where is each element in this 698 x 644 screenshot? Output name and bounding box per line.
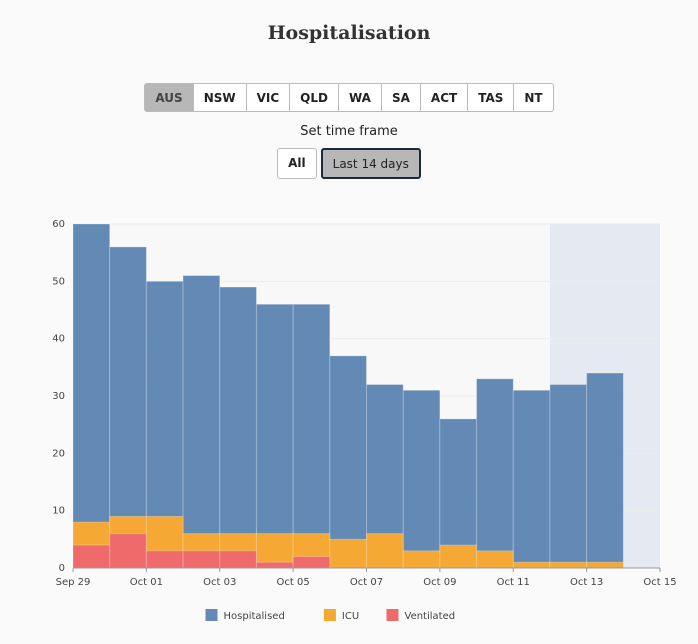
y-tick-label: 30 — [52, 391, 65, 402]
x-tick-label: Oct 03 — [203, 577, 236, 588]
region-button[interactable]: ACT — [420, 83, 469, 112]
y-tick-label: 0 — [59, 563, 65, 574]
legend-swatch — [386, 609, 399, 621]
y-tick-label: 10 — [52, 506, 65, 517]
region-button[interactable]: SA — [381, 83, 421, 112]
bar — [145, 550, 184, 569]
bar — [366, 533, 404, 569]
x-tick-label: Sep 29 — [56, 577, 91, 588]
timeframe-button[interactable]: Last 14 days — [320, 148, 421, 179]
bar — [292, 556, 331, 569]
bar — [512, 389, 551, 569]
region-button[interactable]: AUS — [144, 83, 194, 112]
bar — [329, 355, 367, 569]
bar — [255, 561, 294, 569]
legend-label: ICU — [342, 611, 359, 622]
bar — [402, 550, 441, 569]
y-tick-label: 40 — [52, 334, 65, 345]
bar — [219, 550, 257, 569]
bar — [109, 533, 147, 569]
x-tick-label: Oct 11 — [497, 577, 530, 588]
bar — [255, 303, 294, 569]
timeframe-button[interactable]: All — [277, 148, 317, 179]
bar — [549, 384, 588, 569]
bar — [72, 223, 111, 569]
bar — [109, 246, 147, 569]
bar — [586, 561, 624, 569]
x-tick-label: Oct 09 — [423, 577, 456, 588]
legend-swatch — [205, 609, 218, 621]
y-tick-label: 60 — [52, 219, 65, 230]
region-button[interactable]: VIC — [246, 83, 291, 112]
bar — [402, 389, 441, 569]
chart-title: Hospitalisation — [267, 22, 431, 44]
x-tick-label: Oct 15 — [643, 577, 676, 588]
bar — [512, 561, 551, 569]
region-selector: AUS NSW VIC QLD WA SA ACT TAS NT — [0, 83, 698, 112]
bar — [182, 275, 221, 569]
region-button[interactable]: NT — [514, 83, 554, 112]
y-tick-label: 20 — [52, 448, 65, 459]
bar — [586, 372, 624, 569]
bar — [476, 550, 514, 569]
legend-label: Ventilated — [405, 611, 456, 622]
bar — [439, 418, 478, 569]
legend-label: Hospitalised — [224, 611, 285, 622]
region-button[interactable]: QLD — [290, 83, 339, 112]
bar — [219, 286, 257, 569]
x-tick-label: Oct 01 — [130, 577, 163, 588]
region-button[interactable]: NSW — [193, 83, 247, 112]
region-button[interactable]: TAS — [468, 83, 515, 112]
bar — [439, 544, 478, 569]
bar — [329, 538, 367, 569]
timeframe-selector: All Last 14 days — [0, 148, 698, 179]
legend-swatch — [323, 609, 336, 621]
x-tick-label: Oct 05 — [277, 577, 310, 588]
timeframe-label: Set time frame — [300, 124, 398, 139]
bar — [292, 303, 331, 569]
bar — [549, 561, 588, 569]
bar — [182, 550, 221, 569]
x-tick-label: Oct 07 — [350, 577, 383, 588]
bar — [72, 544, 111, 569]
region-button[interactable]: WA — [338, 83, 382, 112]
x-tick-label: Oct 13 — [570, 577, 603, 588]
bar — [476, 378, 514, 569]
y-tick-label: 50 — [52, 276, 65, 287]
